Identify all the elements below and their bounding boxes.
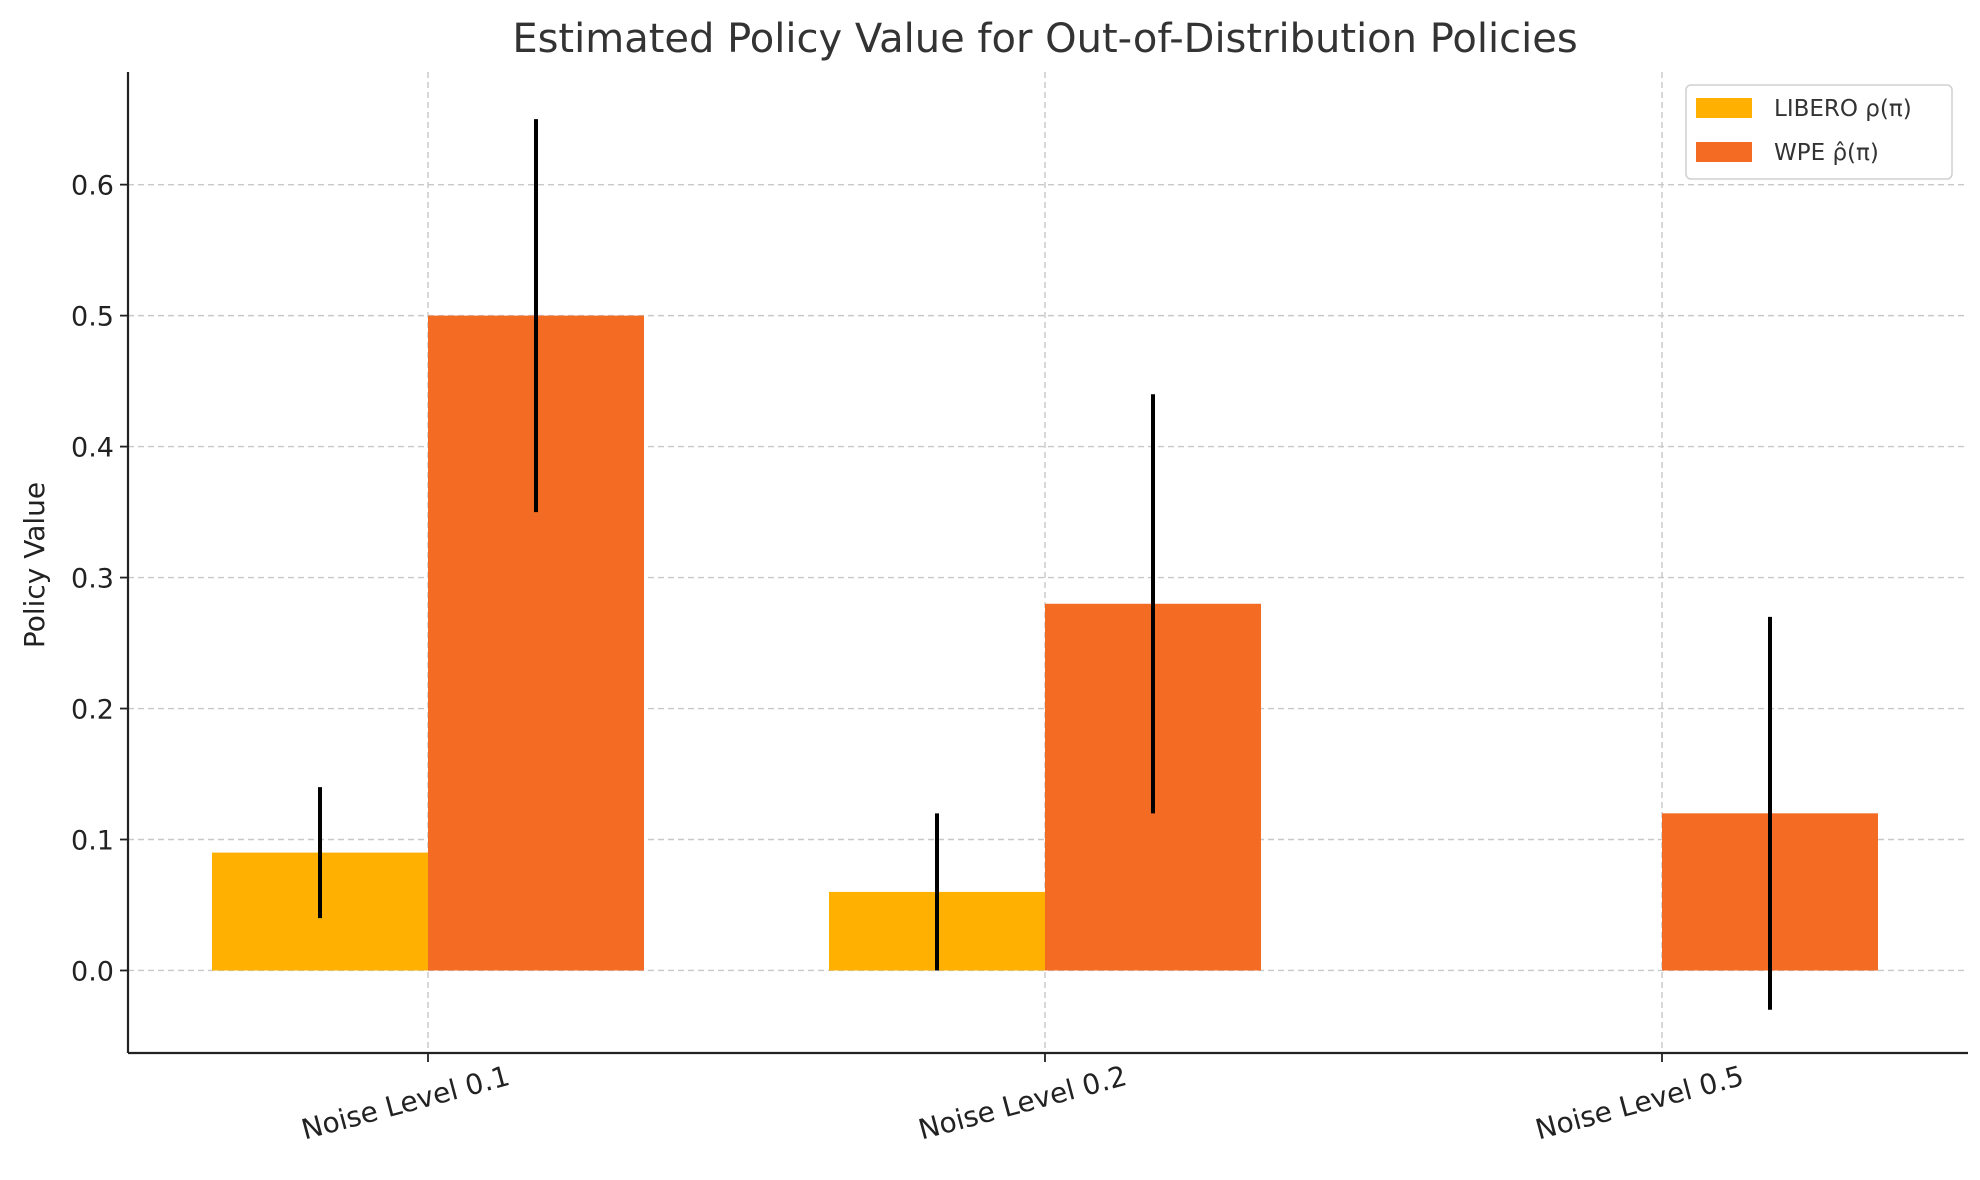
y-tick-label: 0.5 xyxy=(71,302,114,333)
legend-swatch-libero xyxy=(1696,98,1752,118)
y-axis-ticks: 0.0 0.1 0.2 0.3 0.4 0.5 0.6 xyxy=(71,171,128,987)
x-tick-label: Noise Level 0.2 xyxy=(915,1059,1130,1146)
y-axis-label: Policy Value xyxy=(18,482,51,648)
legend-swatch-wpe xyxy=(1696,142,1752,162)
y-tick-label: 0.2 xyxy=(71,695,114,726)
y-tick-label: 0.3 xyxy=(71,564,114,595)
x-tick-label: Noise Level 0.1 xyxy=(298,1059,513,1146)
error-bars xyxy=(318,119,1772,1010)
y-tick-label: 0.0 xyxy=(71,956,114,987)
legend-label-wpe: WPE ρ̂(π) xyxy=(1774,140,1879,166)
legend-frame xyxy=(1685,84,1953,180)
y-tick-label: 0.1 xyxy=(71,826,114,857)
chart-title: Estimated Policy Value for Out-of-Distri… xyxy=(512,16,1577,62)
x-tick-label: Noise Level 0.5 xyxy=(1532,1059,1747,1146)
y-tick-label: 0.4 xyxy=(71,433,114,464)
x-axis-ticks: Noise Level 0.1 Noise Level 0.2 Noise Leve… xyxy=(298,1053,1747,1146)
y-tick-label: 0.6 xyxy=(71,171,114,202)
legend-label-libero: LIBERO ρ(π) xyxy=(1774,96,1912,122)
legend: LIBERO ρ(π) WPE ρ̂(π) xyxy=(1685,84,1953,180)
